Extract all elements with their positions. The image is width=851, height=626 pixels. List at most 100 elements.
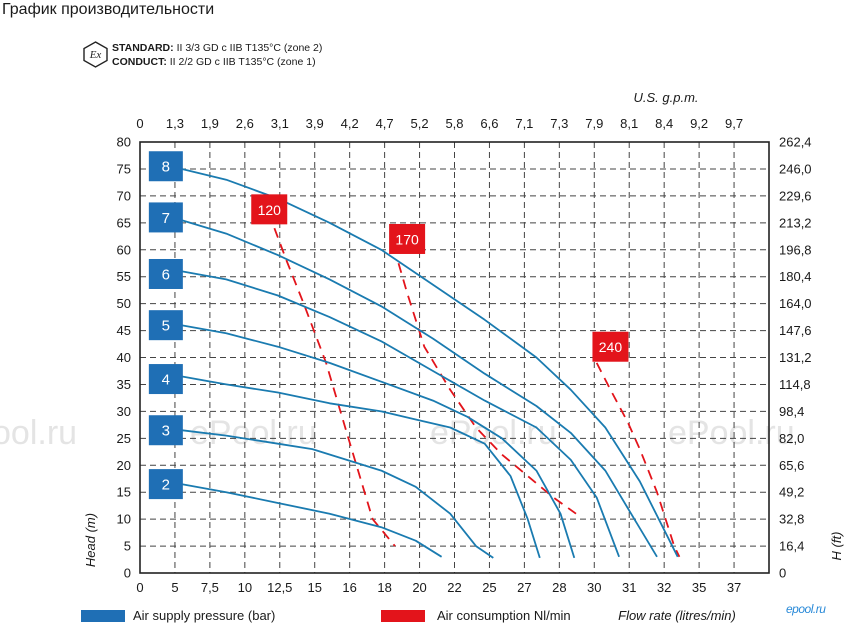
pressure-label: 3 <box>162 423 170 440</box>
y-tick-label: 10 <box>117 512 131 527</box>
x-tick-label: 12,5 <box>267 580 292 595</box>
x2-tick-label: 7,9 <box>585 116 603 131</box>
tick-labels: 0 5 7,5 10 12,5 15 16 18 20 22 25 27 28 30 31 32 35 370 1,… <box>117 116 812 595</box>
watermark-text: ool.ru <box>0 414 77 452</box>
y-tick-label: 50 <box>117 296 131 311</box>
y2-tick-label: 262,4 <box>779 135 812 150</box>
standard-text: II 3/3 GD c IIB T135°C (zone 2) <box>176 42 323 54</box>
air-label-box <box>251 194 288 225</box>
x-tick-label: 32 <box>657 580 671 595</box>
y-tick-label: 75 <box>117 161 131 176</box>
air-label: 120 <box>258 202 282 218</box>
y-tick-label: 70 <box>117 188 131 203</box>
pressure-label-box <box>148 151 183 182</box>
conduct-line: CONDUCT: II 2/2 GD c IIB T135°C (zone 1) <box>112 55 322 69</box>
pressure-label: 2 <box>162 477 170 494</box>
y-tick-label: 65 <box>117 215 131 230</box>
x-tick-label: 15 <box>307 580 321 595</box>
y2-tick-label: 164,0 <box>779 296 812 311</box>
air-label-box <box>592 331 629 362</box>
x-tick-label: 37 <box>727 580 741 595</box>
air-consumption-line <box>397 262 577 515</box>
y2-axis-title: H (ft) <box>829 532 844 561</box>
x-tick-label: 0 <box>136 580 143 595</box>
x2-tick-label: 8,1 <box>620 116 638 131</box>
y-tick-label: 5 <box>124 539 131 554</box>
axis-titles: U.S. g.p.m. Head (m) H (ft) Flow rate (litr… <box>83 90 844 623</box>
pressure-label: 8 <box>162 159 170 176</box>
x2-tick-label: 7,3 <box>550 116 568 131</box>
y2-tick-label: 180,4 <box>779 269 812 284</box>
pressure-label-box <box>148 469 183 500</box>
svg-text:Ex: Ex <box>89 49 102 61</box>
x2-tick-label: 5,8 <box>445 116 463 131</box>
y-tick-label: 60 <box>117 242 131 257</box>
pressure-curve <box>181 375 541 559</box>
y2-tick-label: 16,4 <box>779 539 804 554</box>
pressure-label-box <box>148 364 183 395</box>
y2-tick-label: 131,2 <box>779 350 812 365</box>
pressure-curve <box>181 270 620 558</box>
y-tick-label: 55 <box>117 269 131 284</box>
y-tick-label: 20 <box>117 458 131 473</box>
y-tick-label: 0 <box>124 566 131 581</box>
x-tick-label: 27 <box>517 580 531 595</box>
y2-tick-label: 65,6 <box>779 458 804 473</box>
pressure-curve <box>181 429 494 559</box>
y2-tick-label: 49,2 <box>779 485 804 500</box>
y-tick-label: 15 <box>117 485 131 500</box>
x2-tick-label: 9,2 <box>690 116 708 131</box>
x2-tick-label: 4,2 <box>341 116 359 131</box>
y-tick-label: 80 <box>117 135 131 150</box>
x2-tick-label: 7,1 <box>515 116 533 131</box>
ex-hexagon-icon: Ex <box>83 41 108 68</box>
x2-tick-label: 1,9 <box>201 116 219 131</box>
epool-logo: epool.ru <box>786 602 826 616</box>
air-label-box <box>389 223 426 254</box>
x2-tick-label: 4,7 <box>376 116 394 131</box>
pressure-label-box <box>148 258 183 289</box>
x2-tick-label: 8,4 <box>655 116 673 131</box>
air-consumption-line <box>595 362 681 558</box>
page-title: График производительности <box>2 1 215 18</box>
y2-tick-label: 0 <box>779 566 786 581</box>
x-tick-label: 7,5 <box>201 580 219 595</box>
chart-frame <box>139 141 770 574</box>
y2-tick-label: 229,6 <box>779 188 812 203</box>
pressure-label: 6 <box>162 266 170 283</box>
x2-axis-title: U.S. g.p.m. <box>633 90 698 105</box>
plot-border <box>139 141 770 574</box>
y2-tick-label: 32,8 <box>779 512 804 527</box>
legend-label-pressure: Air supply pressure (bar) <box>133 608 275 623</box>
x-tick-label: 18 <box>377 580 391 595</box>
y-tick-label: 30 <box>117 404 131 419</box>
legend-swatch-air <box>381 610 425 622</box>
pressure-label: 7 <box>162 210 170 227</box>
x2-tick-label: 1,3 <box>166 116 184 131</box>
x2-tick-label: 2,6 <box>236 116 254 131</box>
y-tick-label: 45 <box>117 323 131 338</box>
y2-tick-label: 98,4 <box>779 404 804 419</box>
x2-tick-label: 3,1 <box>271 116 289 131</box>
y2-tick-label: 82,0 <box>779 431 804 446</box>
air-consumption-series <box>273 227 681 558</box>
watermark-text: ePool.ru <box>668 414 795 452</box>
x-tick-label: 10 <box>238 580 252 595</box>
pressure-label: 4 <box>162 372 170 389</box>
conduct-text: II 2/2 GD c IIB T135°C (zone 1) <box>169 56 316 68</box>
air-label: 170 <box>395 231 419 247</box>
x2-tick-label: 6,6 <box>480 116 498 131</box>
legend-swatch-pressure <box>81 610 125 622</box>
y-tick-label: 25 <box>117 431 131 446</box>
x-tick-label: 28 <box>552 580 566 595</box>
pressure-curve <box>181 324 576 559</box>
x-tick-label: 16 <box>342 580 356 595</box>
y2-tick-label: 196,8 <box>779 242 812 257</box>
chart-grid <box>140 142 769 573</box>
x-tick-label: 31 <box>622 580 636 595</box>
pressure-curve <box>181 219 658 558</box>
x-tick-label: 25 <box>482 580 496 595</box>
x2-tick-label: 9,7 <box>725 116 743 131</box>
y2-tick-label: 147,6 <box>779 323 812 338</box>
